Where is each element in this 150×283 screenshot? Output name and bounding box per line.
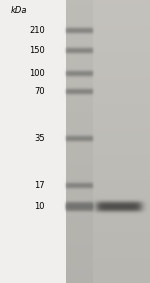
Text: 100: 100: [29, 69, 45, 78]
Text: 10: 10: [34, 202, 45, 211]
Text: 70: 70: [34, 87, 45, 97]
Text: kDa: kDa: [11, 6, 27, 15]
Text: 17: 17: [34, 181, 45, 190]
Text: 210: 210: [29, 26, 45, 35]
Text: 150: 150: [29, 46, 45, 55]
Text: 35: 35: [34, 134, 45, 143]
